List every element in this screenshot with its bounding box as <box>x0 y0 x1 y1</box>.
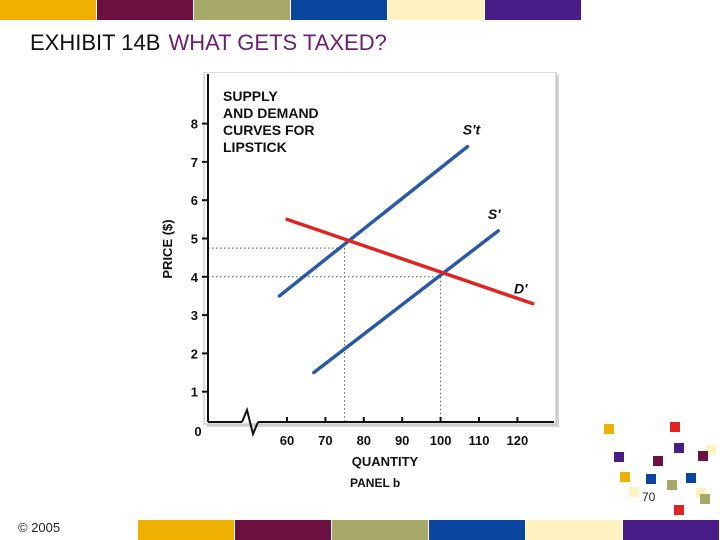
axes-layer <box>207 74 554 438</box>
deco-square-4 <box>674 443 684 453</box>
axis-break <box>241 406 259 438</box>
y-tick-label-6: 6 <box>191 193 198 208</box>
deco-square-0 <box>604 424 614 434</box>
deco-square-13 <box>674 505 684 515</box>
bottom-bar-4 <box>526 520 622 540</box>
x-tick-label-70: 70 <box>318 433 332 448</box>
deco-square-9 <box>686 473 696 483</box>
deco-square-14 <box>700 494 710 504</box>
chart-title-line-3: CURVES FOR <box>223 122 315 138</box>
deco-square-11 <box>696 488 706 498</box>
y-tick-label-1: 1 <box>191 385 198 400</box>
y-axis-label: PRICE ($) <box>160 219 175 278</box>
x-tick-label-80: 80 <box>357 433 371 448</box>
series-label-1: S' <box>488 206 501 222</box>
exhibit-label: EXHIBIT 14B <box>30 30 161 55</box>
guides-layer <box>208 247 442 422</box>
x-tick-label-110: 110 <box>469 433 490 448</box>
deco-square-10 <box>667 480 677 490</box>
series-layer: S't S' D' <box>277 122 535 375</box>
supply-demand-chart: S't S' D' 1 2 3 4 5 6 7 8 60 70 80 90 100 110 120 SUPPLY… <box>160 72 559 490</box>
bottom-bar-1 <box>235 520 331 540</box>
chart-title-line-1: SUPPLY <box>223 88 278 104</box>
series-line-1 <box>312 229 500 375</box>
panel-label-text: PANEL b <box>350 476 400 490</box>
deco-square-7 <box>620 472 630 482</box>
y-tick-label-5: 5 <box>191 232 198 247</box>
series-line-2 <box>285 217 535 306</box>
top-bar-5 <box>485 0 581 20</box>
deco-square-3 <box>653 456 663 466</box>
deco-square-5 <box>706 445 716 455</box>
x-tick-label-120: 120 <box>507 433 529 448</box>
ticks-layer: 1 2 3 4 5 6 7 8 60 70 80 90 100 110 120 <box>191 117 528 448</box>
exhibit-subtitle: WHAT GETS TAXED? <box>168 30 387 55</box>
bottom-color-bars <box>0 520 720 540</box>
top-color-bars <box>0 0 720 20</box>
origin-label: 0 <box>194 424 201 439</box>
y-tick-label-3: 3 <box>191 308 198 323</box>
bottom-bar-5 <box>623 520 719 540</box>
bottom-bar-2 <box>332 520 428 540</box>
chart-title: SUPPLY AND DEMAND CURVES FOR LIPSTICK <box>223 88 319 155</box>
top-bar-1 <box>97 0 193 20</box>
x-tick-label-60: 60 <box>280 433 294 448</box>
y-tick-label-4: 4 <box>191 270 199 285</box>
x-tick-label-90: 90 <box>395 433 409 448</box>
y-tick-label-2: 2 <box>191 346 198 361</box>
bottom-bar-0 <box>138 520 234 540</box>
deco-square-12 <box>629 487 639 497</box>
plot-frame <box>203 72 557 425</box>
top-bar-4 <box>388 0 484 20</box>
series-label-2: D' <box>514 281 528 297</box>
slide-title: EXHIBIT 14B WHAT GETS TAXED? <box>30 30 387 56</box>
x-axis-label: QUANTITY <box>352 454 419 469</box>
deco-square-1 <box>670 422 680 432</box>
top-bar-2 <box>194 0 290 20</box>
deco-square-2 <box>614 452 624 462</box>
bottom-bar-3 <box>429 520 525 540</box>
copyright: © 2005 <box>18 520 61 535</box>
y-tick-label-8: 8 <box>191 117 198 132</box>
deco-square-6 <box>698 451 708 461</box>
panel-label: PANEL b <box>350 476 400 490</box>
series-line-0 <box>277 144 470 298</box>
page-number: 70 <box>642 490 656 504</box>
chart-title-line-4: LIPSTICK <box>223 139 287 155</box>
y-tick-label-7: 7 <box>191 155 198 170</box>
x-tick-label-100: 100 <box>430 433 452 448</box>
deco-square-8 <box>646 474 656 484</box>
chart-title-line-2: AND DEMAND <box>223 105 319 121</box>
top-bar-3 <box>291 0 387 20</box>
series-label-0: S't <box>463 122 482 138</box>
top-bar-0 <box>0 0 96 20</box>
